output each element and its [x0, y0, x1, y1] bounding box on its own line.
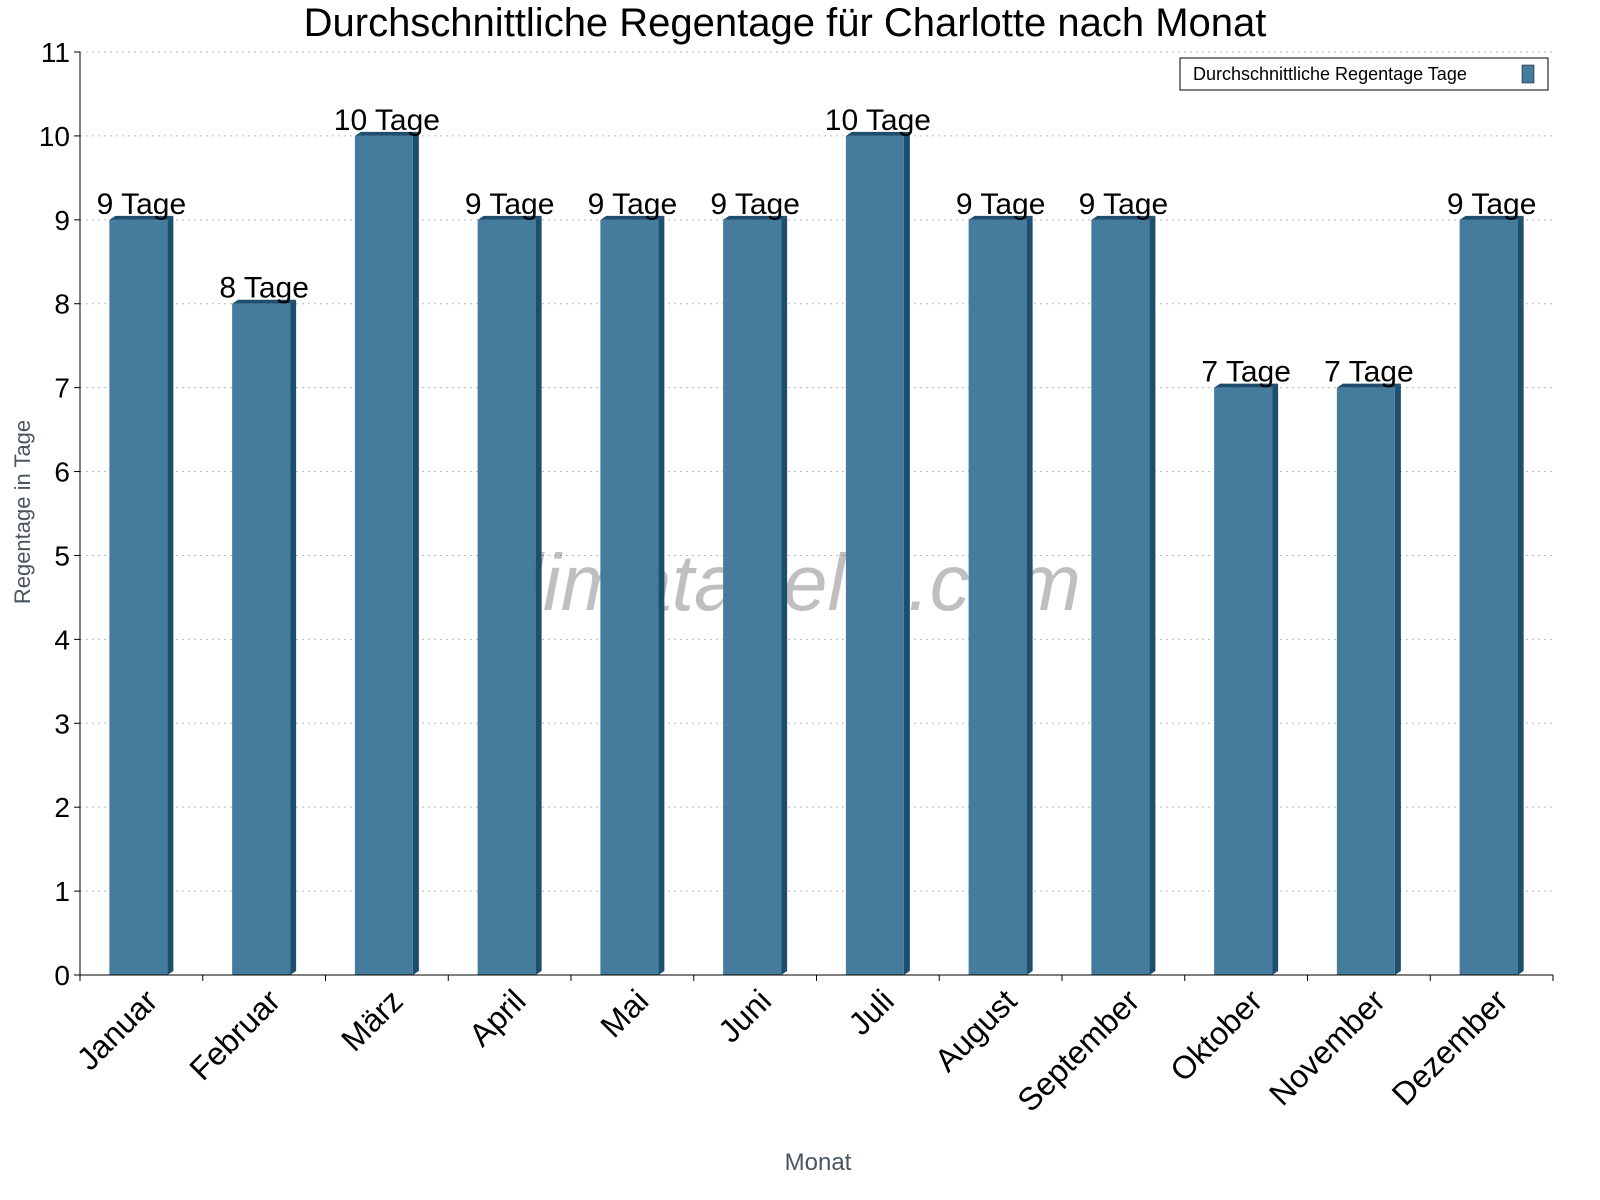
- y-tick-label: 10: [39, 121, 70, 152]
- bar-top: [477, 215, 542, 220]
- data-label: 9 Tage: [588, 188, 678, 221]
- data-label: 9 Tage: [956, 188, 1046, 221]
- data-label: 9 Tage: [465, 188, 555, 221]
- bar-side: [167, 215, 174, 975]
- x-tick-label: März: [334, 982, 410, 1058]
- bar: [354, 135, 413, 976]
- bar: [109, 219, 168, 975]
- data-label: 7 Tage: [1324, 356, 1414, 389]
- data-label: 8 Tage: [219, 272, 309, 305]
- x-tick-label: Oktober: [1163, 982, 1269, 1088]
- y-tick-label: 0: [54, 960, 70, 991]
- bar-side: [658, 215, 665, 975]
- bar: [723, 219, 782, 975]
- bar-side: [1517, 215, 1524, 975]
- bar-top: [354, 131, 419, 136]
- bar-top: [109, 215, 174, 220]
- x-tick-label: Dezember: [1385, 982, 1515, 1112]
- bar-top: [968, 215, 1033, 220]
- x-tick-label: April: [462, 982, 533, 1053]
- y-tick-label: 9: [54, 205, 70, 236]
- bar-side: [290, 299, 297, 975]
- data-label: 10 Tage: [334, 104, 440, 137]
- bar: [845, 135, 904, 976]
- y-axis-label: Regentage in Tage: [10, 420, 35, 604]
- data-label: 9 Tage: [1447, 188, 1537, 221]
- bar-top: [600, 215, 665, 220]
- bar-side: [903, 131, 910, 976]
- bar-top: [1214, 383, 1279, 388]
- legend: Durchschnittliche Regentage Tage: [1179, 57, 1549, 91]
- bar: [1336, 387, 1395, 975]
- data-label: 10 Tage: [825, 104, 931, 137]
- x-tick-label: August: [928, 982, 1024, 1078]
- bar-side: [1394, 383, 1401, 975]
- bar: [1091, 219, 1150, 975]
- y-tick-label: 11: [41, 37, 70, 68]
- data-label: 7 Tage: [1201, 356, 1291, 389]
- x-tick-label: Mai: [593, 982, 655, 1044]
- data-label: 9 Tage: [710, 188, 800, 221]
- chart-title: Durchschnittliche Regentage für Charlott…: [304, 1, 1267, 45]
- grid-lines: [80, 51, 1553, 892]
- bar: [1459, 219, 1518, 975]
- bar: [477, 219, 536, 975]
- y-tick-label: 1: [54, 876, 70, 907]
- x-tick-label: Januar: [70, 982, 165, 1077]
- y-tick-label: 6: [54, 457, 70, 488]
- bar: [600, 219, 659, 975]
- y-tick-label: 8: [54, 289, 70, 320]
- bar-top: [1336, 383, 1401, 388]
- bar-side: [1272, 383, 1279, 975]
- bar: [232, 303, 291, 975]
- x-tick-label: Juli: [841, 982, 900, 1041]
- bar-top: [845, 131, 910, 136]
- bar-side: [412, 131, 419, 976]
- legend-label: Durchschnittliche Regentage Tage: [1193, 64, 1467, 84]
- bar-side: [535, 215, 542, 975]
- x-axis-label: Monat: [785, 1149, 852, 1176]
- legend-box: [1179, 57, 1549, 91]
- x-tick-label: November: [1262, 982, 1392, 1112]
- bar-side: [1149, 215, 1156, 975]
- data-label: 9 Tage: [1079, 188, 1169, 221]
- y-tick-label: 4: [54, 624, 70, 655]
- bars: 9 Tage 8 Tage 10 Tage 9 Tage 9 Tage 9 Tage 10 …: [97, 104, 1537, 976]
- bar-top: [723, 215, 788, 220]
- y-tick-label: 7: [54, 373, 70, 404]
- bar-top: [1091, 215, 1156, 220]
- bar: [968, 219, 1027, 975]
- bar-top: [232, 299, 297, 304]
- bar-side: [781, 215, 788, 975]
- bar-side: [1026, 215, 1033, 975]
- y-tick-label: 5: [54, 540, 70, 571]
- x-tick-label: Juni: [711, 982, 778, 1049]
- y-tick-label: 3: [54, 708, 70, 739]
- x-tick-label: Februar: [182, 982, 287, 1087]
- bar-top: [1459, 215, 1524, 220]
- legend-swatch: [1521, 64, 1535, 84]
- y-tick-label: 2: [54, 792, 70, 823]
- x-tick-label: September: [1010, 982, 1146, 1118]
- bar: [1214, 387, 1273, 975]
- data-label: 9 Tage: [97, 188, 187, 221]
